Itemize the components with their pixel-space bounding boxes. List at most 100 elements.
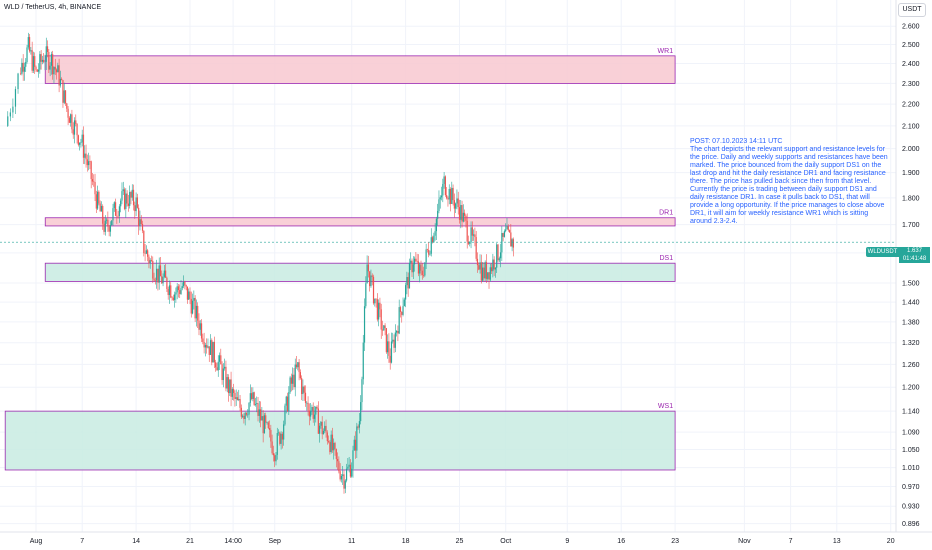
time-tick-label: 20	[887, 538, 895, 545]
candle-body	[148, 256, 150, 264]
time-axis[interactable]: Aug 7 14 21 14:00 Sep 11 18 25 Oct 9 16 23 Nov 7 13 20	[30, 538, 895, 545]
last-price-value: 1.637	[906, 248, 922, 254]
price-tick-label: 1.500	[902, 281, 920, 288]
candle-body	[297, 362, 299, 368]
candle-body	[511, 239, 513, 247]
currency-button[interactable]: USDT	[898, 3, 926, 17]
candle-body	[226, 377, 228, 389]
candle-body	[462, 212, 464, 222]
candle-body	[113, 202, 115, 209]
candle-body	[383, 325, 385, 331]
candle-body	[157, 268, 159, 283]
candle-body	[266, 422, 268, 423]
candle-body	[244, 412, 246, 419]
time-tick-label: 16	[617, 538, 625, 545]
candle-body	[503, 231, 506, 237]
candle-body	[21, 62, 23, 74]
time-tick-label: 14:00	[224, 538, 242, 545]
candle-body	[88, 161, 90, 166]
candle-body	[75, 120, 77, 124]
candle-body	[279, 432, 281, 444]
candle-body	[426, 249, 429, 250]
candle-body	[258, 409, 260, 416]
candle-body	[345, 468, 348, 481]
time-tick-label: 18	[402, 538, 410, 545]
candle-body	[344, 480, 346, 489]
candle-body	[207, 346, 209, 348]
candle-body	[208, 346, 210, 355]
candle-body	[437, 210, 439, 219]
candle-body	[170, 285, 172, 298]
time-tick-label: 11	[348, 538, 355, 545]
candle-body	[202, 338, 204, 342]
price-tick-label: 1.440	[902, 300, 920, 307]
candle-body	[259, 409, 262, 421]
candle-body	[204, 345, 206, 348]
candle-body	[380, 309, 382, 330]
candle-body	[195, 305, 198, 319]
candle-body	[428, 249, 430, 255]
candle-body	[316, 406, 318, 409]
candle-body	[193, 297, 195, 301]
candle-body	[140, 219, 142, 224]
price-axis[interactable]: 2.600 2.500 2.400 2.300 2.200 2.100 2.000 1.900…	[902, 24, 920, 528]
candle-body	[422, 274, 425, 276]
candle-body	[211, 340, 213, 363]
candle-body	[397, 330, 399, 334]
candle-body	[502, 233, 504, 237]
candle-body	[338, 461, 340, 472]
candle-body	[50, 54, 52, 66]
candle-body	[387, 341, 389, 353]
candle-body	[143, 230, 145, 254]
candle-body	[329, 442, 331, 453]
candle-body	[374, 298, 376, 304]
candle-body	[352, 450, 354, 469]
candle-body	[367, 264, 369, 272]
candle-body	[464, 212, 466, 216]
candle-body	[333, 442, 335, 451]
candle-body	[54, 66, 56, 70]
candle-body	[32, 56, 35, 71]
candle-body	[256, 403, 258, 404]
candle-body	[224, 366, 226, 369]
candle-body	[265, 415, 267, 423]
candle-body	[343, 474, 345, 489]
candle-body	[508, 230, 511, 233]
candle-body	[70, 114, 72, 123]
candle-body	[496, 244, 498, 268]
candle-body	[53, 66, 55, 75]
candle-body	[458, 207, 461, 220]
candle-body	[425, 249, 427, 263]
price-tick-label: 1.320	[902, 340, 920, 347]
candle-body	[97, 191, 99, 209]
price-tick-label: 1.800	[902, 195, 920, 202]
candle-body	[393, 339, 395, 348]
candle-body	[9, 112, 11, 117]
candle-body	[184, 281, 186, 286]
candle-body	[366, 264, 368, 284]
candle-body	[470, 227, 472, 243]
candle-body	[354, 439, 357, 451]
candle-body	[152, 260, 154, 279]
candle-body	[456, 198, 458, 204]
candle-body	[325, 425, 327, 433]
candle-body	[434, 231, 436, 236]
candle-body	[394, 332, 396, 348]
candle-body	[286, 396, 289, 411]
candle-body	[348, 464, 350, 467]
candle-body	[253, 392, 255, 405]
candle-body	[234, 393, 236, 399]
candle-body	[381, 329, 384, 331]
candle-body	[59, 78, 61, 86]
candle-body	[308, 410, 310, 417]
time-tick-label: 14	[132, 538, 140, 545]
candle-body	[485, 262, 488, 279]
candle-body	[36, 69, 38, 72]
candle-body	[31, 50, 33, 71]
candle-body	[123, 189, 126, 209]
candle-body	[22, 62, 24, 72]
candle-body	[252, 392, 254, 399]
candle-body	[455, 203, 457, 209]
zones-layer: WR1 DR1 DS1 WS1	[4, 48, 676, 471]
